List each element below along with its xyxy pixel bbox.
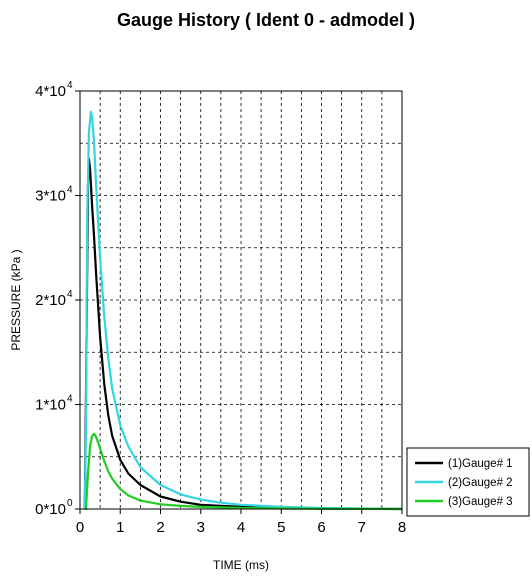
y-tick-exponent: 4 (67, 289, 73, 300)
y-tick-exponent: 4 (67, 80, 73, 91)
x-tick-label: 4 (237, 519, 245, 536)
y-tick-exponent: 0 (67, 498, 73, 509)
y-tick-label: 2*10 (35, 292, 66, 309)
y-tick-exponent: 4 (67, 185, 73, 196)
x-tick-label: 3 (197, 519, 205, 536)
y-tick-label: 0*10 (35, 501, 66, 518)
legend: (1)Gauge# 1 (2)Gauge# 2 (3)Gauge# 3 (406, 447, 530, 517)
ticks: 0 1 2 3 4 5 6 7 80*10 01*10 42*10 43*10 44*10 4 (35, 80, 406, 536)
y-axis-label: PRESSURE (kPa ) (9, 249, 23, 350)
series-layer (83, 110, 403, 511)
y-tick-label: 1*10 (35, 397, 66, 414)
x-tick-label: 2 (156, 519, 164, 536)
x-tick-label: 6 (317, 519, 325, 536)
x-tick-label: 1 (116, 519, 124, 536)
x-tick-label: 5 (277, 519, 285, 536)
y-tick-label: 4*10 (35, 83, 66, 100)
y-tick-exponent: 4 (67, 394, 73, 405)
chart-title: Gauge History ( Ident 0 - admodel ) (117, 10, 415, 30)
legend-label-gauge-1: (1)Gauge# 1 (448, 458, 513, 470)
series-line-gauge-2 (83, 110, 403, 511)
grid (80, 91, 402, 509)
series-line-gauge-3 (84, 432, 403, 511)
x-tick-label: 7 (358, 519, 366, 536)
legend-label-gauge-3: (3)Gauge# 3 (448, 496, 513, 508)
x-tick-label: 8 (398, 519, 406, 536)
y-tick-label: 3*10 (35, 188, 66, 205)
x-tick-label: 0 (76, 519, 84, 536)
x-axis-label: TIME (ms) (213, 558, 269, 572)
legend-label-gauge-2: (2)Gauge# 2 (448, 477, 513, 489)
